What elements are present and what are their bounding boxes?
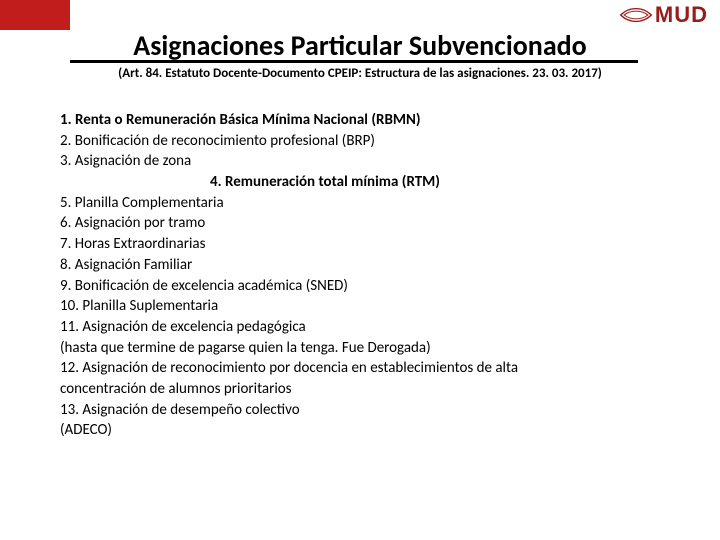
content-line: 2. Bonificación de reconocimiento profes… bbox=[60, 131, 680, 152]
slide-title: Asignaciones Particular Subvencionado bbox=[0, 28, 720, 63]
content-line: (ADECO) bbox=[60, 420, 680, 441]
accent-block bbox=[0, 0, 70, 30]
content-line: 4. Remuneración total mínima (RTM) bbox=[60, 172, 680, 193]
content-line: 8. Asignación Familiar bbox=[60, 255, 680, 276]
brand-name: MUD bbox=[655, 2, 708, 28]
content-line: 7. Horas Extraordinarias bbox=[60, 234, 680, 255]
content-line: 3. Asignación de zona bbox=[60, 151, 680, 172]
content-line: 1. Renta o Remuneración Básica Mínima Na… bbox=[60, 110, 680, 131]
brand-logo: MUD bbox=[619, 2, 708, 28]
logo-swirl-icon bbox=[619, 4, 653, 26]
slide-subtitle: (Art. 84. Estatuto Docente-Documento CPE… bbox=[0, 66, 720, 81]
content-line: (hasta que termine de pagarse quien la t… bbox=[60, 338, 680, 359]
slide: MUD Asignaciones Particular Subvencionad… bbox=[0, 0, 720, 540]
content-line: concentración de alumnos prioritarios bbox=[60, 379, 680, 400]
content-line: 9. Bonificación de excelencia académica … bbox=[60, 276, 680, 297]
content-line: 10. Planilla Suplementaria bbox=[60, 296, 680, 317]
content-line: 5. Planilla Complementaria bbox=[60, 193, 680, 214]
content-line: 12. Asignación de reconocimiento por doc… bbox=[60, 358, 680, 379]
content-line: 6. Asignación por tramo bbox=[60, 213, 680, 234]
title-underline bbox=[70, 60, 638, 63]
content-body: 1. Renta o Remuneración Básica Mínima Na… bbox=[60, 110, 680, 441]
content-line: 13. Asignación de desempeño colectivo bbox=[60, 400, 680, 421]
content-line: 11. Asignación de excelencia pedagógica bbox=[60, 317, 680, 338]
